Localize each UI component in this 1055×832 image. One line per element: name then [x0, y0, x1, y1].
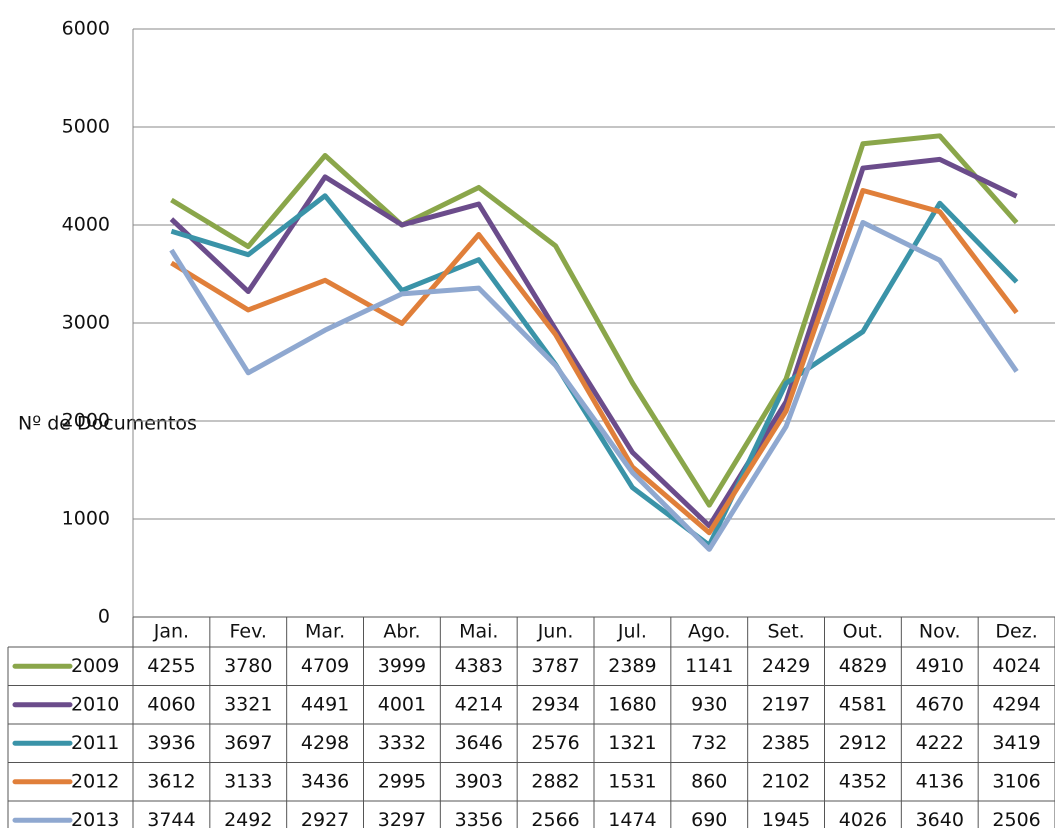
table-value: 1680 [608, 693, 656, 715]
table-value: 3297 [378, 809, 426, 828]
table-value: 2492 [224, 809, 272, 828]
data-line [170, 133, 1019, 508]
x-tick-label: Out. [843, 621, 884, 643]
table-value: 2389 [608, 655, 656, 677]
table-value: 1321 [608, 732, 656, 754]
table-value: 4001 [378, 693, 426, 715]
table-value: 1531 [608, 770, 656, 792]
data-line [169, 156, 1018, 529]
table-value: 3787 [531, 655, 579, 677]
table-value: 4060 [147, 693, 195, 715]
table-value: 3646 [455, 732, 503, 754]
legend-label: 2010 [71, 693, 119, 715]
y-tick-label: 5000 [62, 116, 110, 138]
data-line [170, 193, 1019, 548]
table-value: 2197 [762, 693, 810, 715]
x-tick-label: Mai. [459, 621, 498, 643]
table-value: 3697 [224, 732, 272, 754]
table-value: 4352 [839, 770, 887, 792]
x-tick-label: Fev. [230, 621, 267, 643]
table-value: 3321 [224, 693, 272, 715]
table-value: 4026 [839, 809, 887, 828]
table-value: 3133 [224, 770, 272, 792]
legend-label: 2011 [71, 732, 119, 754]
table-value: 4670 [916, 693, 964, 715]
x-tick-label: Jul. [617, 621, 647, 643]
data-line [169, 219, 1019, 552]
table-value: 2429 [762, 655, 810, 677]
x-tick-label: Nov. [919, 621, 961, 643]
x-tick-label: Jun. [537, 621, 574, 643]
table-value: 3332 [378, 732, 426, 754]
y-tick-label: 6000 [62, 18, 110, 40]
table-value: 3436 [301, 770, 349, 792]
legend-label: 2009 [71, 655, 119, 677]
legend-label: 2012 [71, 770, 119, 792]
x-tick-label: Jan. [153, 621, 189, 643]
data-line [170, 188, 1019, 536]
table-value: 860 [691, 770, 727, 792]
table-value: 3903 [455, 770, 503, 792]
y-tick-label: 0 [98, 606, 110, 628]
table-value: 3999 [378, 655, 426, 677]
table-value: 3936 [147, 732, 195, 754]
x-tick-label: Abr. [383, 621, 420, 643]
table-value: 2927 [301, 809, 349, 828]
table-value: 4024 [992, 655, 1040, 677]
table-value: 3612 [147, 770, 195, 792]
table-value: 4214 [455, 693, 503, 715]
table-value: 930 [691, 693, 727, 715]
table-value: 4255 [147, 655, 195, 677]
table-value: 2506 [992, 809, 1040, 828]
x-tick-label: Set. [767, 621, 804, 643]
table-value: 4383 [455, 655, 503, 677]
y-tick-label: 2000 [62, 410, 110, 432]
table-value: 2385 [762, 732, 810, 754]
legend-label: 2013 [71, 809, 119, 828]
y-tick-label: 4000 [62, 214, 110, 236]
table-value: 3780 [224, 655, 272, 677]
table-value: 3106 [992, 770, 1040, 792]
table-value: 4709 [301, 655, 349, 677]
table-value: 1474 [608, 809, 656, 828]
table-value: 2934 [531, 693, 579, 715]
table-value: 2566 [531, 809, 579, 828]
table-value: 4294 [992, 693, 1040, 715]
x-tick-label: Mar. [305, 621, 345, 643]
table-value: 4910 [916, 655, 964, 677]
table-value: 2912 [839, 732, 887, 754]
table-value: 4581 [839, 693, 887, 715]
table-value: 690 [691, 809, 727, 828]
table-value: 4829 [839, 655, 887, 677]
table-value: 4298 [301, 732, 349, 754]
table-value: 3640 [916, 809, 964, 828]
table-value: 2882 [531, 770, 579, 792]
table-value: 1945 [762, 809, 810, 828]
table-value: 1141 [685, 655, 733, 677]
y-tick-label: 1000 [62, 508, 110, 530]
table-value: 3356 [455, 809, 503, 828]
table-value: 2102 [762, 770, 810, 792]
x-tick-label: Dez. [995, 621, 1037, 643]
table-value: 3419 [992, 732, 1040, 754]
table-value: 4491 [301, 693, 349, 715]
table-value: 732 [691, 732, 727, 754]
y-axis-label: Nº de Documentos [18, 413, 197, 435]
table-value: 2576 [531, 732, 579, 754]
table-value: 4222 [916, 732, 964, 754]
y-tick-label: 3000 [62, 312, 110, 334]
table-value: 3744 [147, 809, 195, 828]
table-value: 4136 [916, 770, 964, 792]
x-tick-label: Ago. [688, 621, 730, 643]
table-value: 2995 [378, 770, 426, 792]
